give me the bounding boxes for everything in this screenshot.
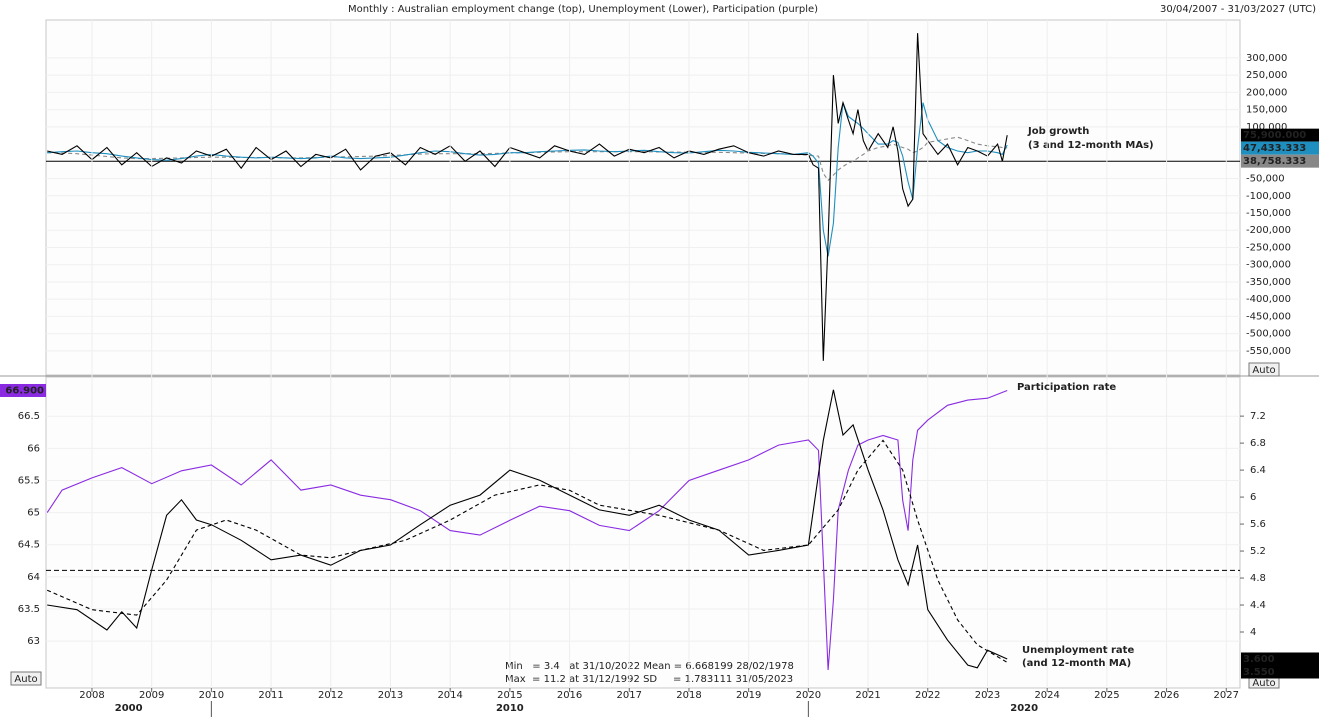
x-tick-label: 2026 [1154,690,1179,701]
x-tick-label: 2014 [437,690,462,701]
x-tick-label: 2019 [736,690,761,701]
annotation: Participation rate [1017,382,1116,393]
annotation: (3 and 12-month MAs) [1028,140,1154,151]
last-value-label: 66.900 [5,385,44,396]
x-tick-label: 2010 [199,690,224,701]
annotation: Job growth [1027,126,1089,137]
y-tick-label: -100,000 [1246,191,1291,202]
last-value-label: 75,900.000 [1243,130,1306,141]
x-tick-label: 2027 [1214,690,1239,701]
x-tick-label: 2016 [557,690,582,701]
x-tick-label: 2020 [796,690,821,701]
series-line [47,389,1008,669]
x-tick-label: 2012 [318,690,343,701]
auto-button[interactable]: Auto [1248,362,1280,377]
last-value-box [1241,141,1319,155]
y2-tick-label: 5.2 [1250,546,1266,557]
y-tick-label: 66 [27,443,40,454]
x-tick-label: 2018 [676,690,701,701]
y-tick-label: 63.5 [18,604,40,615]
x-tick-label: 2021 [855,690,880,701]
last-value-label: 38,758.333 [1243,156,1306,167]
button-frame[interactable] [10,671,42,686]
button-frame[interactable] [1248,362,1280,377]
decade-label: 2020 [1010,703,1038,714]
last-value-box [1241,128,1319,142]
series-line [46,439,1008,663]
y2-tick-label: 4.8 [1250,573,1266,584]
y-tick-label: 200,000 [1246,87,1287,98]
button-label[interactable]: Auto [1252,365,1275,376]
last-value-label: 47,433.333 [1243,143,1306,154]
y-tick-label: -200,000 [1246,225,1291,236]
y2-tick-label: 4 [1250,627,1256,638]
y-tick-label: 64.5 [18,540,40,551]
y2-tick-label: 6.8 [1250,438,1266,449]
y2-tick-label: 5.6 [1250,519,1266,530]
x-tick-label: 2013 [378,690,403,701]
decade-label: 2010 [496,703,524,714]
y-tick-label: 65.5 [18,475,40,486]
y-tick-label: -400,000 [1246,294,1291,305]
chart-title: Monthly : Australian employment change (… [348,4,818,15]
auto-button[interactable]: Auto [10,671,42,686]
y2-tick-label: 6.4 [1250,465,1266,476]
last-value-box [1241,652,1319,666]
y-tick-label: 63 [27,636,40,647]
stats-line: Min = 3.4 at 31/10/2022 Mean = 6.668199 … [505,661,794,672]
y-tick-label: 250,000 [1246,70,1287,81]
y-tick-label: -500,000 [1246,329,1291,340]
series-line [47,33,1008,361]
y-tick-label: -350,000 [1246,277,1291,288]
series-line [47,102,1008,257]
button-label[interactable]: Auto [14,674,37,685]
last-value-box [1241,154,1319,168]
x-tick-label: 2011 [258,690,283,701]
x-tick-label: 2008 [79,690,104,701]
date-range: 30/04/2007 - 31/03/2027 (UTC) [1160,4,1316,15]
y-tick-label: -50,000 [1246,174,1285,185]
last-value-box [0,383,46,397]
y-tick-label: -150,000 [1246,208,1291,219]
annotation: (and 12-month MA) [1022,658,1131,669]
y-tick-label: 300,000 [1246,53,1287,64]
y2-tick-label: 7.2 [1250,411,1266,422]
y-tick-label: 66.5 [18,411,40,422]
last-value-box [1241,665,1319,679]
x-tick-label: 2015 [497,690,522,701]
auto-button[interactable]: Auto [1248,676,1280,689]
x-tick-label: 2023 [975,690,1000,701]
bottom-panel [45,376,1241,689]
top-panel [45,19,1241,376]
y2-tick-label: 4.4 [1250,600,1266,611]
x-tick-label: 2022 [915,690,940,701]
button-label[interactable]: Auto [1252,678,1275,689]
x-tick-label: 2025 [1094,690,1119,701]
y-tick-label: 64 [27,572,40,583]
x-tick-label: 2024 [1034,690,1059,701]
y-tick-label: 150,000 [1246,105,1287,116]
annotation: Unemployment rate [1022,645,1134,656]
x-tick-label: 2017 [617,690,642,701]
y-tick-label: 100,000 [1246,122,1287,133]
y-tick-label: -550,000 [1246,346,1291,357]
series-line [46,389,1008,671]
last-value-label: 3.600 [1243,654,1275,665]
last-value-label: 3.550 [1243,667,1275,678]
y2-tick-label: 6 [1250,492,1256,503]
y-tick-label: -300,000 [1246,260,1291,271]
y-tick-label: 65 [27,508,40,519]
y-tick-label: -450,000 [1246,311,1291,322]
stats-line: Max = 11.2 at 31/12/1992 SD = 1.783111 3… [505,674,793,685]
x-tick-label: 2009 [139,690,164,701]
decade-label: 2000 [115,703,143,714]
y-tick-label: -250,000 [1246,242,1291,253]
